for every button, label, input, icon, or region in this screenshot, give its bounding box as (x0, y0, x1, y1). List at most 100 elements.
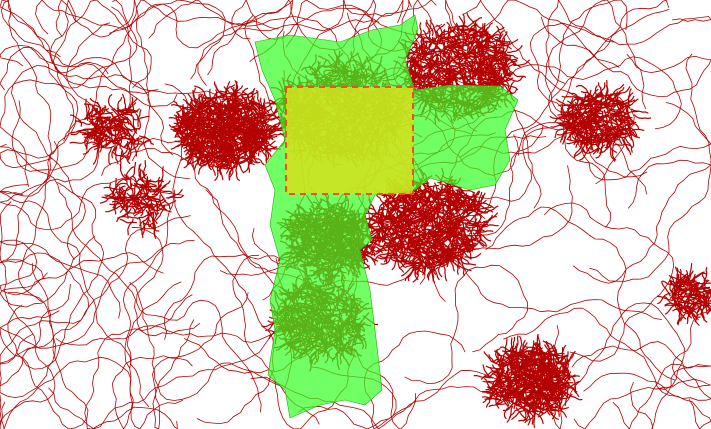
road-line (518, 335, 523, 354)
road-line (680, 294, 699, 298)
road-line (460, 187, 473, 201)
road-line (482, 380, 500, 388)
road-line (582, 114, 592, 130)
road-line (131, 184, 150, 189)
road-line (228, 121, 246, 127)
road-line (0, 201, 56, 429)
road-line (478, 224, 485, 242)
road-line (548, 386, 562, 400)
road-line (476, 40, 486, 57)
road-line (406, 206, 417, 222)
road-line (670, 289, 678, 307)
road-line (443, 46, 459, 56)
road-line (679, 270, 694, 283)
road-line (420, 41, 425, 60)
road-line (457, 65, 468, 81)
road-line (173, 100, 187, 115)
road-line (0, 140, 185, 230)
road-line (510, 336, 516, 355)
road-line (124, 174, 134, 190)
road-line (450, 244, 465, 255)
road-line (676, 267, 689, 282)
road-line (119, 163, 128, 179)
road-line (451, 245, 462, 259)
road-line (454, 228, 470, 239)
road-line (700, 287, 711, 293)
road-line (98, 120, 113, 134)
road-line (149, 198, 157, 216)
road-line (8, 13, 52, 303)
road-line (242, 91, 259, 99)
road-line (153, 178, 163, 195)
road-line (416, 195, 427, 211)
road-line (119, 196, 126, 213)
road-line (84, 98, 88, 117)
road-line (423, 215, 434, 232)
road-line (440, 232, 454, 243)
road-line (138, 206, 156, 211)
road-line (547, 373, 566, 377)
road-line (567, 382, 580, 398)
road-line (132, 115, 150, 121)
road-line (571, 117, 587, 125)
road-line (672, 303, 690, 312)
road-line (207, 100, 224, 108)
road-line (463, 60, 471, 77)
road-line (0, 143, 201, 337)
road-line (247, 118, 256, 135)
road-line (143, 192, 160, 201)
road-line (399, 246, 417, 254)
road-line (250, 151, 261, 164)
road-line (91, 106, 107, 118)
road-line (234, 80, 238, 98)
road-line (192, 117, 210, 122)
road-line (149, 196, 158, 212)
road-line (501, 83, 519, 91)
road-line (565, 392, 583, 401)
road-line (130, 96, 135, 115)
road-line (444, 191, 450, 209)
road-line (588, 104, 597, 120)
road-line (109, 0, 294, 63)
road-line (453, 219, 466, 233)
road-line (549, 374, 561, 389)
road-line (112, 191, 127, 203)
road-line (48, 305, 303, 429)
road-line (686, 307, 701, 318)
road-line (425, 245, 444, 250)
road-line (405, 217, 423, 223)
road-line (487, 386, 504, 396)
road-line (562, 127, 568, 145)
road-line (192, 87, 199, 105)
road-line (617, 122, 635, 130)
road-line (518, 410, 530, 422)
road-line (443, 263, 448, 282)
road-line (579, 123, 596, 132)
road-line (412, 62, 430, 69)
road-line (390, 226, 405, 238)
road-line (511, 347, 529, 355)
road-line (206, 129, 224, 136)
road-line (129, 194, 143, 210)
road-line (567, 113, 584, 123)
road-line (489, 383, 498, 398)
road-line (663, 295, 679, 306)
road-line (440, 35, 459, 42)
road-line (607, 121, 624, 132)
road-line (575, 84, 590, 95)
road-line (482, 393, 498, 404)
road-line (103, 186, 122, 190)
road-line (532, 342, 539, 360)
road-line (422, 71, 432, 88)
road-line (557, 113, 575, 119)
road-line (248, 133, 265, 141)
road-line (432, 59, 450, 66)
road-line (526, 396, 536, 412)
road-line (493, 350, 505, 366)
road-line (212, 90, 228, 100)
road-line (575, 121, 593, 126)
road-line (171, 103, 188, 111)
road-line (408, 48, 426, 55)
selection-rectangle[interactable] (285, 86, 414, 195)
